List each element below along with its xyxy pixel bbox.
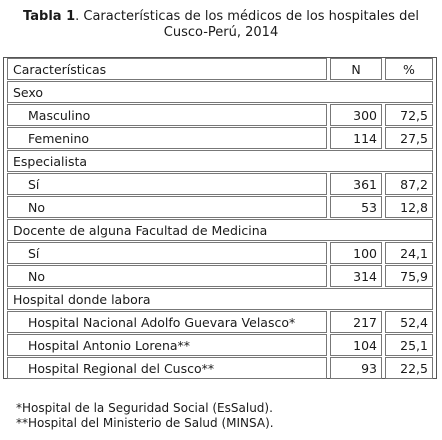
row-percent-value: 52,4 bbox=[385, 311, 433, 333]
section-label: Docente de alguna Facultad de Medicina bbox=[7, 219, 433, 241]
header-percent: % bbox=[385, 58, 433, 80]
data-table: Características N % Sexo Masculino 300 72,5… bbox=[3, 57, 437, 379]
row-label: No bbox=[7, 196, 327, 218]
row-percent-value: 24,1 bbox=[385, 242, 433, 264]
row-percent-value: 12,8 bbox=[385, 196, 433, 218]
footnote-minsa: **Hospital del Ministerio de Salud (MINS… bbox=[16, 416, 274, 430]
row-n-value: 361 bbox=[330, 173, 382, 195]
row-n-value: 93 bbox=[330, 357, 382, 379]
table-section-row: Docente de alguna Facultad de Medicina bbox=[4, 219, 436, 242]
row-n-value: 300 bbox=[330, 104, 382, 126]
table-header-row: Características N % bbox=[4, 58, 436, 81]
caption-text: . Características de los médicos de los … bbox=[75, 9, 419, 24]
row-label: No bbox=[7, 265, 327, 287]
section-label: Hospital donde labora bbox=[7, 288, 433, 310]
row-percent-value: 25,1 bbox=[385, 334, 433, 356]
table-row: No 53 12,8 bbox=[4, 196, 436, 219]
table-section-row: Sexo bbox=[4, 81, 436, 104]
table-row: Femenino 114 27,5 bbox=[4, 127, 436, 150]
section-label: Especialista bbox=[7, 150, 433, 172]
row-n-value: 104 bbox=[330, 334, 382, 356]
row-percent-value: 75,9 bbox=[385, 265, 433, 287]
row-label: Femenino bbox=[7, 127, 327, 149]
row-label: Sí bbox=[7, 242, 327, 264]
row-n-value: 114 bbox=[330, 127, 382, 149]
row-n-value: 53 bbox=[330, 196, 382, 218]
table-row: Sí 100 24,1 bbox=[4, 242, 436, 265]
table-section-row: Especialista bbox=[4, 150, 436, 173]
table-caption: Tabla 1. Características de los médicos … bbox=[0, 9, 442, 41]
header-n: N bbox=[330, 58, 382, 80]
row-n-value: 217 bbox=[330, 311, 382, 333]
table-row: Sí 361 87,2 bbox=[4, 173, 436, 196]
row-percent-value: 72,5 bbox=[385, 104, 433, 126]
footnote-essalud: *Hospital de la Seguridad Social (EsSalu… bbox=[16, 401, 273, 415]
row-n-value: 314 bbox=[330, 265, 382, 287]
table-row: No 314 75,9 bbox=[4, 265, 436, 288]
table-row: Hospital Nacional Adolfo Guevara Velasco… bbox=[4, 311, 436, 334]
caption-line-1: Tabla 1. Características de los médicos … bbox=[0, 9, 442, 25]
caption-label: Tabla 1 bbox=[23, 9, 76, 24]
row-n-value: 100 bbox=[330, 242, 382, 264]
row-percent-value: 27,5 bbox=[385, 127, 433, 149]
row-label: Hospital Nacional Adolfo Guevara Velasco… bbox=[7, 311, 327, 333]
table-row: Masculino 300 72,5 bbox=[4, 104, 436, 127]
row-label: Masculino bbox=[7, 104, 327, 126]
section-label: Sexo bbox=[7, 81, 433, 103]
table-section-row: Hospital donde labora bbox=[4, 288, 436, 311]
table-row: Hospital Regional del Cusco** 93 22,5 bbox=[4, 357, 436, 380]
table-row: Hospital Antonio Lorena** 104 25,1 bbox=[4, 334, 436, 357]
row-label: Hospital Antonio Lorena** bbox=[7, 334, 327, 356]
header-caracteristicas: Características bbox=[7, 58, 327, 80]
row-percent-value: 87,2 bbox=[385, 173, 433, 195]
row-label: Hospital Regional del Cusco** bbox=[7, 357, 327, 379]
row-percent-value: 22,5 bbox=[385, 357, 433, 379]
row-label: Sí bbox=[7, 173, 327, 195]
caption-line-2: Cusco-Perú, 2014 bbox=[163, 25, 279, 40]
